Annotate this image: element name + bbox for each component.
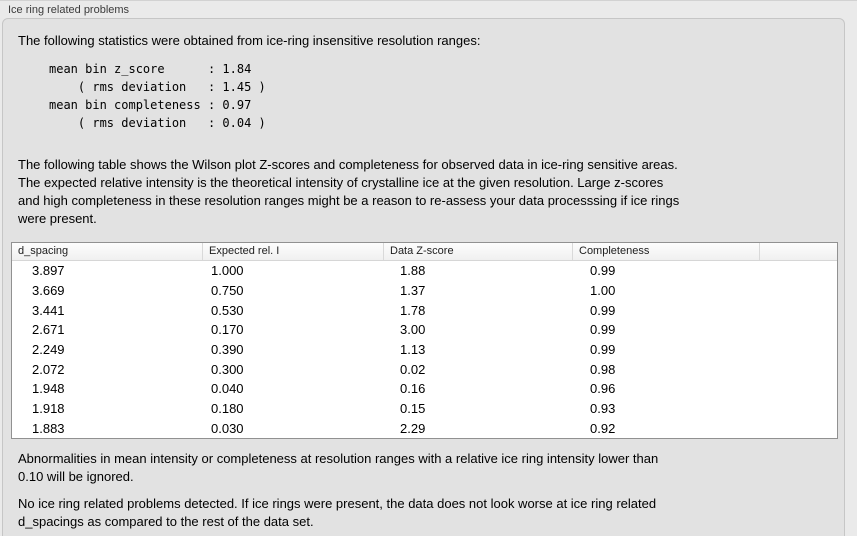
table-cell: 3.00 — [400, 322, 426, 338]
table-cell: 0.93 — [590, 401, 616, 417]
table-row[interactable]: 3.441 0.530 1.78 0.99 — [12, 300, 837, 321]
table-cell: 0.170 — [211, 322, 244, 338]
table-cell: 0.530 — [211, 302, 244, 318]
table-cell: 1.948 — [32, 381, 65, 397]
table-header: d_spacing Expected rel. I Data Z-score Comp… — [12, 243, 837, 261]
table-cell: 1.918 — [32, 401, 65, 417]
column-header[interactable]: d_spacing — [18, 245, 69, 257]
table-cell: 1.37 — [400, 283, 426, 298]
table-cell: 0.15 — [400, 401, 426, 417]
table-cell: 0.99 — [590, 302, 616, 318]
table-cell: 1.000 — [211, 263, 244, 279]
table-cell: 2.671 — [32, 322, 65, 338]
table-cell: 0.180 — [211, 401, 244, 417]
table-cell: 3.897 — [32, 263, 65, 279]
table-row[interactable]: 1.948 0.040 0.16 0.96 — [12, 379, 837, 399]
table-cell: 1.883 — [32, 420, 65, 436]
table-row[interactable]: 2.072 0.300 0.02 0.98 — [12, 359, 837, 380]
table-row[interactable]: 3.897 1.000 1.88 0.99 — [12, 261, 837, 281]
conclusion-text: No ice ring related problems detected. I… — [18, 496, 657, 529]
intro-text: The following statistics were obtained f… — [18, 33, 481, 48]
ignore-note-text: Abnormalities in mean intensity or compl… — [18, 451, 659, 484]
table-cell: 0.98 — [590, 361, 616, 377]
table-cell: 1.88 — [400, 263, 426, 279]
table-cell: 0.99 — [590, 263, 616, 279]
table-description-text: The following table shows the Wilson plo… — [18, 157, 680, 226]
table-cell: 2.29 — [400, 420, 426, 436]
table-cell: 1.13 — [400, 342, 426, 358]
table-cell: 0.300 — [211, 361, 244, 377]
column-header[interactable]: Expected rel. I — [202, 243, 383, 260]
table-cell: 0.040 — [211, 381, 244, 397]
table-cell: 0.390 — [211, 342, 244, 358]
table-row[interactable]: 1.918 0.180 0.15 0.93 — [12, 398, 837, 419]
table-row[interactable]: 1.883 0.030 2.29 0.92 — [12, 418, 837, 439]
table-cell: 1.00 — [590, 283, 616, 298]
table-cell: 0.96 — [590, 381, 616, 397]
table-cell: 0.99 — [590, 322, 616, 338]
ice-ring-groupbox: The following statistics were obtained f… — [2, 18, 845, 536]
table-cell: 2.072 — [32, 361, 65, 377]
groupbox-title: Ice ring related problems — [8, 4, 130, 16]
table-row[interactable]: 3.669 0.750 1.37 1.00 — [12, 280, 837, 301]
table-body: 3.897 1.000 1.88 0.99 3.669 0.750 1.37 1.00 3.44… — [12, 261, 837, 439]
table-cell: 0.99 — [590, 342, 616, 358]
table-cell: 0.030 — [211, 420, 244, 436]
table-cell: 0.16 — [400, 381, 426, 397]
column-header[interactable]: Data Z-score — [383, 243, 572, 260]
column-header[interactable] — [759, 243, 837, 260]
table-row[interactable]: 2.249 0.390 1.13 0.99 — [12, 339, 837, 360]
ice-ring-table: d_spacing Expected rel. I Data Z-score Comp… — [11, 242, 838, 439]
table-cell: 3.669 — [32, 283, 65, 298]
table-cell: 2.249 — [32, 342, 65, 358]
ice-ring-statistics-block: mean bin z_score : 1.84 ( rms deviation … — [49, 62, 266, 130]
column-header[interactable]: Completeness — [572, 243, 759, 260]
table-cell: 0.750 — [211, 283, 244, 298]
table-row[interactable]: 2.671 0.170 3.00 0.99 — [12, 320, 837, 340]
table-cell: 1.78 — [400, 302, 426, 318]
table-cell: 0.92 — [590, 420, 616, 436]
table-cell: 3.441 — [32, 302, 65, 318]
table-cell: 0.02 — [400, 361, 426, 377]
